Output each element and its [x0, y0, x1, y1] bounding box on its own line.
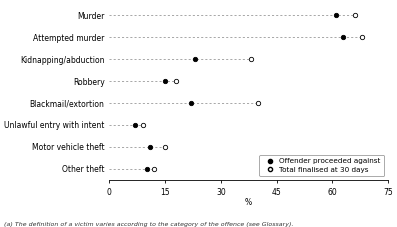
Point	[333, 13, 339, 17]
Point	[247, 57, 254, 61]
Point	[188, 101, 194, 105]
Point	[173, 79, 179, 83]
Point	[143, 167, 150, 171]
Legend: Offender proceeded against, Total finalised at 30 days: Offender proceeded against, Total finali…	[259, 155, 384, 176]
X-axis label: %: %	[245, 198, 252, 207]
Point	[162, 145, 168, 149]
Point	[340, 35, 347, 39]
Point	[140, 123, 146, 127]
Point	[147, 145, 153, 149]
Point	[351, 13, 358, 17]
Point	[255, 101, 261, 105]
Point	[151, 167, 157, 171]
Point	[192, 57, 198, 61]
Text: (a) The definition of a victim varies according to the category of the offence (: (a) The definition of a victim varies ac…	[4, 222, 293, 227]
Point	[359, 35, 365, 39]
Point	[162, 79, 168, 83]
Point	[132, 123, 139, 127]
